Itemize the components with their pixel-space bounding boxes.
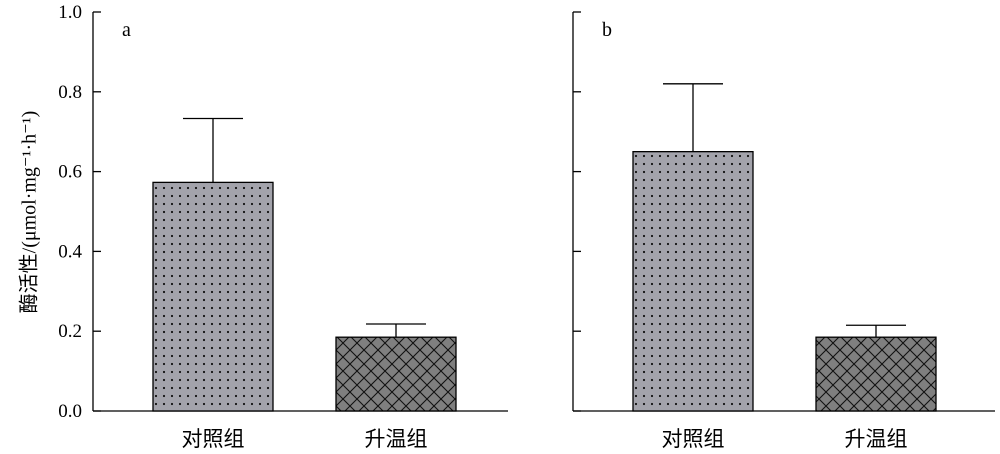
y-tick-label: 0.2 [58,321,82,342]
x-tick-label: 升温组 [845,427,908,451]
panel-a: 0.0 0.2 0.4 0.6 0.8 1.0 a 对照组 升温组 [58,2,508,451]
x-tick-label: 升温组 [365,427,428,451]
panel-label: b [602,19,612,41]
x-tick-label: 对照组 [662,427,725,451]
bar [632,150,754,412]
bar [152,181,274,412]
panel-label: a [122,19,131,41]
y-tick-label: 0.0 [58,401,82,422]
y-tick-label: 0.4 [58,241,82,262]
y-tick-label: 1.0 [58,2,82,23]
y-tick-label: 0.6 [58,162,82,183]
y-tick-label: 0.8 [58,82,82,103]
panel-b: b 对照组 升温组 [572,11,995,451]
bar [815,336,937,412]
x-tick-label: 对照组 [182,427,245,451]
bar [335,336,457,412]
